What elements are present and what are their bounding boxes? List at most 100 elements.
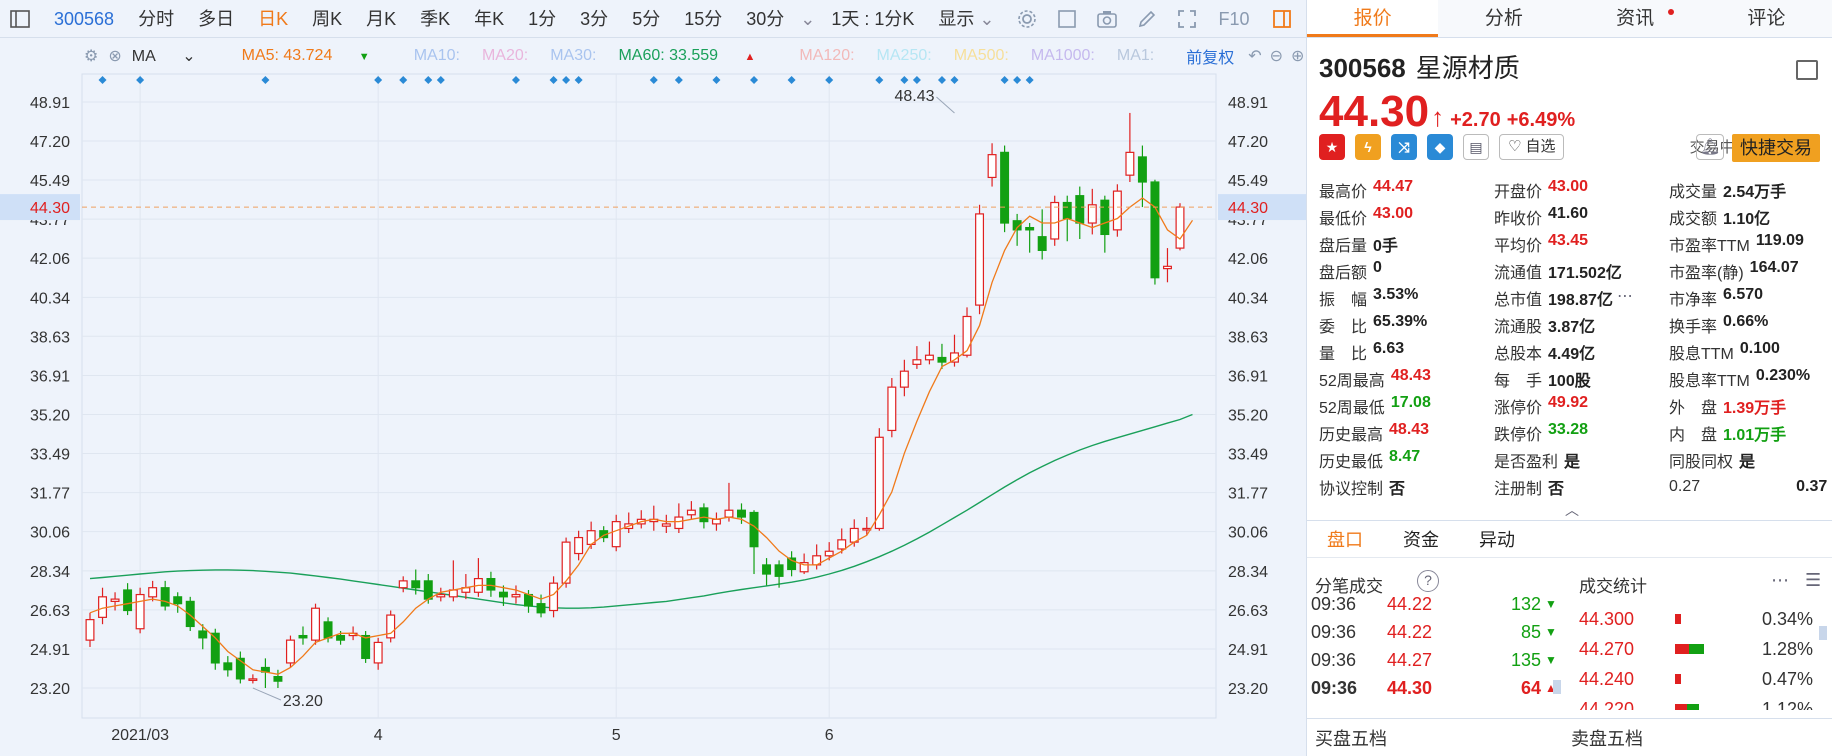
help-icon[interactable]: ? (1417, 570, 1439, 592)
pencil-icon[interactable] (1127, 0, 1167, 38)
zoom-in-icon[interactable]: ⊕ (1291, 48, 1305, 65)
display-dropdown[interactable]: 显示 ⌄ (926, 0, 1006, 38)
period-tab[interactable]: 多日 (198, 8, 235, 29)
ma-dropdown[interactable]: MA ⌄ (132, 46, 218, 66)
f10-button[interactable]: F10 (1218, 8, 1250, 29)
candle-body (574, 536, 584, 555)
stat-value: 0 (1373, 258, 1382, 276)
y-tick-label-left: 38.63 (30, 329, 70, 346)
event-marker (937, 76, 946, 84)
square-tool-icon[interactable] (1047, 0, 1087, 38)
dist-row: 44.240 0.47% (1573, 664, 1813, 694)
kline-chart-area[interactable]: ⚙ ⊗ MA ⌄ MA5: 43.724 ▼ MA10: MA20: MA30:… (0, 38, 1306, 756)
sub-tabs: 盘口 资金 异动 (1307, 520, 1832, 558)
period-tab[interactable]: 月K (366, 8, 397, 29)
more-icon[interactable]: ⋯ (1616, 287, 1633, 305)
plot-area (81, 73, 1217, 719)
sub-tab[interactable]: 资金 (1403, 530, 1439, 550)
event-marker (549, 76, 558, 84)
quick-trade-button[interactable]: 快捷交易 (1732, 134, 1820, 162)
tick-scrollbar[interactable] (1553, 680, 1561, 694)
candle-body (749, 511, 759, 548)
fullscreen-icon[interactable] (1167, 0, 1207, 38)
stock-code-tab[interactable]: 300568 (54, 8, 115, 29)
period-tab[interactable]: 3分 (580, 8, 609, 29)
zoom-out-icon[interactable]: ⊖ (1269, 48, 1284, 65)
tag-icon[interactable]: ◆ (1427, 134, 1453, 160)
tick-price: 44.27 (1387, 649, 1433, 670)
bookmark-icon[interactable]: ▤ (1463, 134, 1489, 160)
list-icon[interactable]: ☰ (1805, 570, 1822, 590)
more-icon[interactable]: ⋯ (1771, 570, 1789, 590)
candle-body (711, 518, 721, 525)
period-tab[interactable]: 周K (312, 8, 343, 29)
candle-body (1175, 206, 1185, 249)
close-icon[interactable]: ⊗ (108, 48, 122, 65)
stat-label: 盘后量 (1319, 237, 1368, 255)
menu-icon[interactable] (1796, 60, 1818, 80)
candle-body (1075, 195, 1085, 224)
event-marker (750, 76, 759, 84)
camera-icon[interactable] (1087, 0, 1127, 38)
stat-cell: 注册制否 (1494, 475, 1669, 499)
current-price-label-left: 44.30 (30, 200, 70, 217)
period-tab[interactable]: 1分 (528, 8, 557, 29)
settings-gear-icon[interactable]: ⚙ (84, 48, 99, 65)
period-tab[interactable]: 5分 (632, 8, 661, 29)
stat-value: 48.43 (1389, 420, 1430, 438)
y-tick-label-right: 42.06 (1228, 251, 1268, 268)
shuffle-icon[interactable]: ⤨ (1391, 134, 1417, 160)
undo-icon[interactable]: ↶ (1248, 48, 1262, 65)
period-tab[interactable]: 季K (420, 8, 451, 29)
dist-scrollbar[interactable] (1819, 626, 1827, 640)
up-arrow-icon: ▲ (744, 51, 756, 63)
stat-label: 最低价 (1319, 210, 1368, 228)
bell-icon[interactable]: 🔔︎ (1696, 134, 1724, 160)
stats-row: 盘后额 0 流通值 171.502亿 市盈率(静) 164.07 (1319, 257, 1825, 284)
panel-tab[interactable]: 评论 (1701, 0, 1832, 37)
china-flag-icon[interactable]: ★ (1319, 134, 1345, 160)
sub-tab[interactable]: 异动 (1479, 530, 1515, 550)
lightning-icon[interactable]: ϟ (1355, 134, 1381, 160)
y-tick-label-right: 35.20 (1228, 407, 1268, 424)
stat-label: 每 手 (1494, 372, 1543, 390)
period-tab[interactable]: 年K (474, 8, 505, 29)
candle-body (311, 607, 321, 641)
tick-list[interactable]: 09:36 44.22 132 ▼ 09:36 44.22 85 ▼ 09:36 44.27 135… (1307, 590, 1567, 702)
panel-tab[interactable]: 资讯 (1570, 0, 1701, 37)
stat-label: 涨停价 (1494, 399, 1543, 417)
event-marker (825, 76, 834, 84)
down-arrow-icon: ▼ (1545, 625, 1557, 639)
period-tab[interactable]: 分时 (138, 8, 175, 29)
panel-toggle-icon[interactable] (1262, 0, 1302, 38)
candle-body (486, 577, 496, 591)
event-marker (511, 76, 520, 84)
sidebar-toggle-icon[interactable] (0, 0, 40, 38)
adjust-button[interactable]: 前复权 (1186, 50, 1235, 67)
gear-icon[interactable] (1007, 0, 1047, 38)
event-marker (912, 76, 921, 84)
y-tick-label-left: 28.34 (30, 564, 70, 581)
stat-cell: 流通股 3.87亿 (1494, 313, 1669, 337)
chart-toolbar: 300568 分时 多日 日K 周K 月K 季K 年K 1分 3分 5分 15分 30分 ⌄ 1天 :… (0, 0, 1306, 38)
interval-dropdown[interactable]: 1天 : 1分K (831, 8, 915, 29)
period-tab[interactable]: 15分 (684, 8, 723, 29)
y-tick-label-right: 48.91 (1228, 95, 1268, 112)
candle-body (135, 593, 145, 630)
panel-tab[interactable]: 分析 (1438, 0, 1569, 37)
period-tab[interactable]: 30分 (746, 8, 785, 29)
price-distribution[interactable]: 44.300 0.34% 44.270 1.28% 44.240 0.47% 44.220 1… (1573, 604, 1813, 710)
chevron-down-icon[interactable]: ⌄ (800, 8, 816, 29)
sub-tab[interactable]: 盘口 (1327, 530, 1363, 550)
panel-tab-label: 资讯 (1616, 8, 1655, 29)
stat-label: 委 比 (1319, 318, 1368, 336)
y-tick-label-left: 42.06 (30, 251, 70, 268)
chevron-up-icon[interactable]: ︿ (1565, 502, 1579, 518)
add-watchlist-button[interactable]: ♡ 自选 (1499, 134, 1565, 160)
candle-body (787, 557, 797, 571)
panel-tab[interactable]: 报价 (1307, 0, 1439, 37)
stat-cell: 最高价 44.47 (1319, 178, 1494, 202)
period-tab[interactable]: 日K (258, 8, 289, 29)
event-marker (374, 76, 383, 84)
